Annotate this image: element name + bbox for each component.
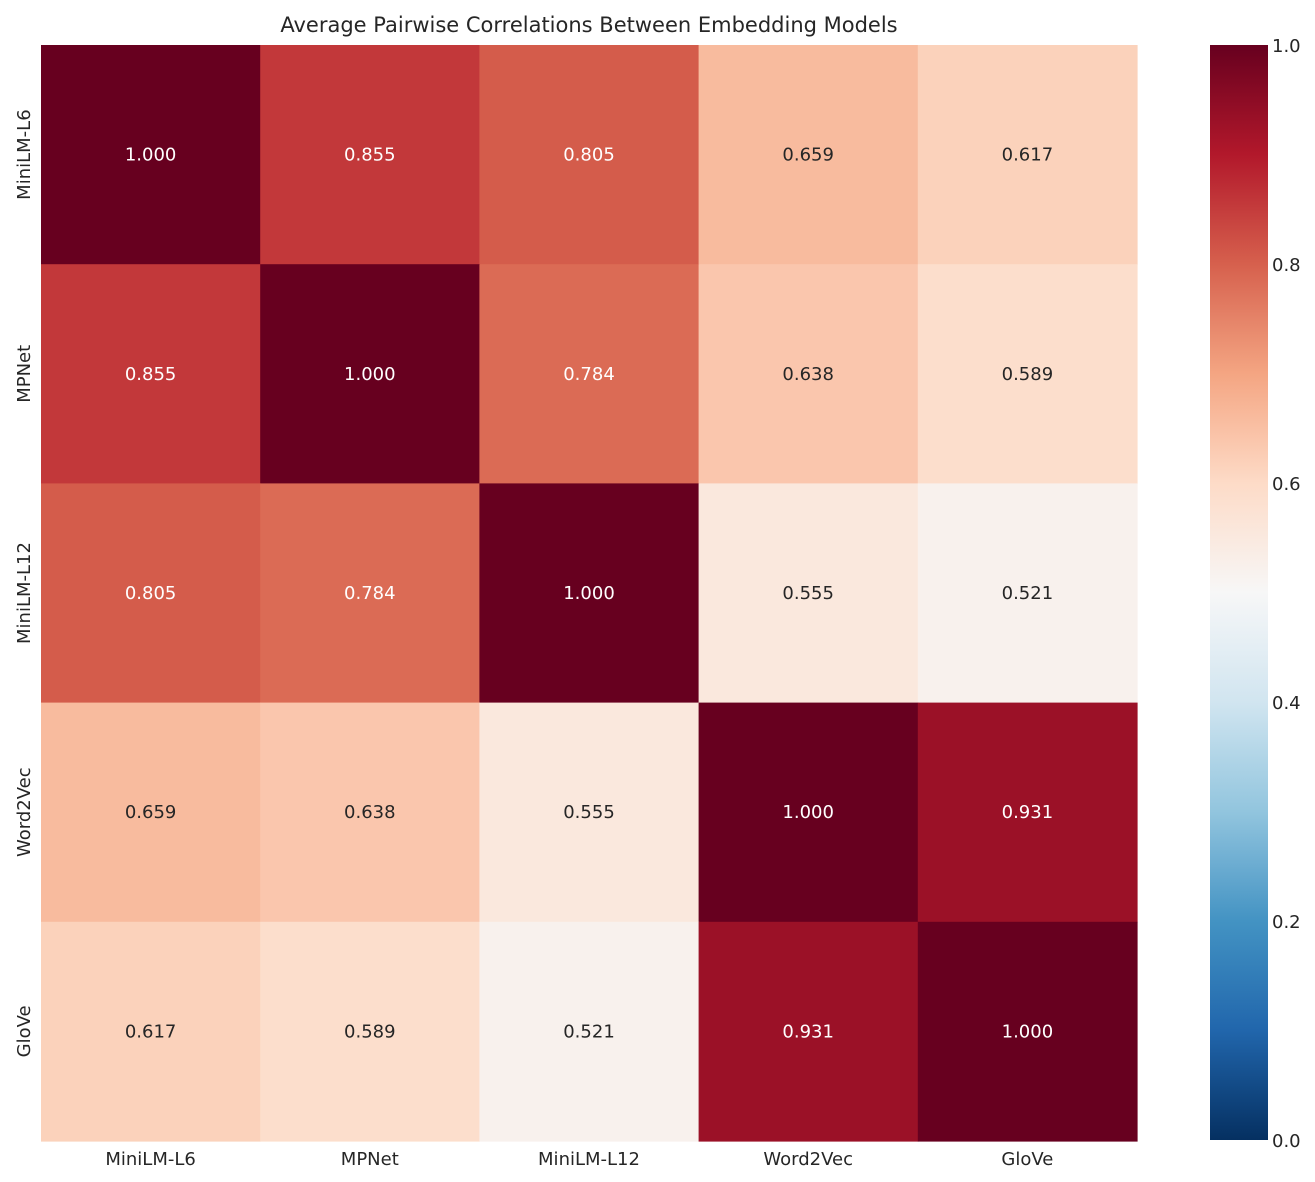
heatmap-cell [698,45,919,265]
heatmap-cell [698,264,919,484]
heatmap-cell [41,45,261,265]
cell-value-label: 0.659 [125,802,177,823]
x-tick-label: MiniLM-L6 [105,1149,195,1170]
heatmap-cell [260,264,480,484]
cell-value-label: 1.000 [344,364,396,385]
cell-value-label: 0.638 [344,802,396,823]
cell-value-label: 0.805 [125,583,177,604]
cell-value-label: 0.589 [344,1021,396,1042]
heatmap-cell [479,483,700,704]
y-tick-label: Word2Vec [14,767,35,857]
colorbar-tick-label: 0.4 [1272,693,1301,714]
y-tick-label: MPNet [14,345,35,403]
heatmap-cell [917,921,1138,1142]
heatmap-cell [260,483,480,704]
heatmap-cell [917,45,1138,265]
heatmap-cell [917,264,1138,484]
cell-value-label: 0.659 [782,145,834,166]
cell-value-label: 1.000 [563,583,615,604]
heatmap-cell [260,45,480,265]
heatmap-cell [479,921,700,1142]
colorbar-tick-label: 0.0 [1272,1131,1301,1152]
colorbar-tick-label: 1.0 [1272,36,1301,57]
y-tick-label: MiniLM-L12 [14,542,35,644]
colorbar-tick-label: 0.6 [1272,474,1301,495]
colorbar-tick-label: 0.2 [1272,912,1301,933]
heatmap-cell [260,702,480,923]
cell-value-label: 0.855 [125,364,177,385]
cell-value-label: 0.784 [344,583,396,604]
cell-value-label: 0.555 [782,583,834,604]
heatmap-cell [41,921,261,1142]
heatmap-cell [41,702,261,923]
heatmap-cell [698,483,919,704]
chart-title: Average Pairwise Correlations Between Em… [280,13,897,37]
heatmap-cell [698,921,919,1142]
y-tick-label: GloVe [14,1005,35,1057]
heatmap-cell [41,264,261,484]
cell-value-label: 0.589 [1002,364,1054,385]
cell-value-label: 0.855 [344,145,396,166]
x-axis-ticks: MiniLM-L6 MPNet MiniLM-L12 Word2Vec GloVe [105,1149,1053,1170]
colorbar: 0.0 0.2 0.4 0.6 0.8 1.0 [1210,36,1301,1152]
cell-value-label: 0.617 [1002,145,1054,166]
x-tick-label: GloVe [1001,1149,1053,1170]
x-tick-label: Word2Vec [763,1149,853,1170]
heatmap-cells: 1.000 0.855 0.805 0.659 0.617 0.855 1.000 0.784… [41,45,1138,1142]
cell-value-label: 0.784 [563,364,615,385]
heatmap-cell [698,702,919,923]
cell-value-label: 1.000 [125,145,177,166]
colorbar-tick-label: 0.8 [1272,255,1301,276]
heatmap-cell [479,702,700,923]
heatmap-cell [41,483,261,704]
x-tick-label: MPNet [341,1149,399,1170]
cell-value-label: 0.638 [782,364,834,385]
cell-value-label: 0.931 [782,1021,834,1042]
heatmap-cell [917,483,1138,704]
cell-value-label: 0.521 [563,1021,615,1042]
heatmap-cell [917,702,1138,923]
cell-value-label: 0.805 [563,145,615,166]
cell-value-label: 0.555 [563,802,615,823]
y-tick-label: MiniLM-L6 [14,109,35,199]
cell-value-label: 1.000 [1002,1021,1054,1042]
cell-value-label: 0.521 [1002,583,1054,604]
cell-value-label: 0.931 [1002,802,1054,823]
heatmap-cell [260,921,480,1142]
y-axis-ticks: MiniLM-L6 MPNet MiniLM-L12 Word2Vec GloVe [14,109,35,1057]
cell-value-label: 1.000 [782,802,834,823]
x-tick-label: MiniLM-L12 [538,1149,640,1170]
heatmap-cell [479,264,700,484]
colorbar-bar [1210,45,1268,1140]
heatmap-cell [479,45,700,265]
cell-value-label: 0.617 [125,1021,177,1042]
